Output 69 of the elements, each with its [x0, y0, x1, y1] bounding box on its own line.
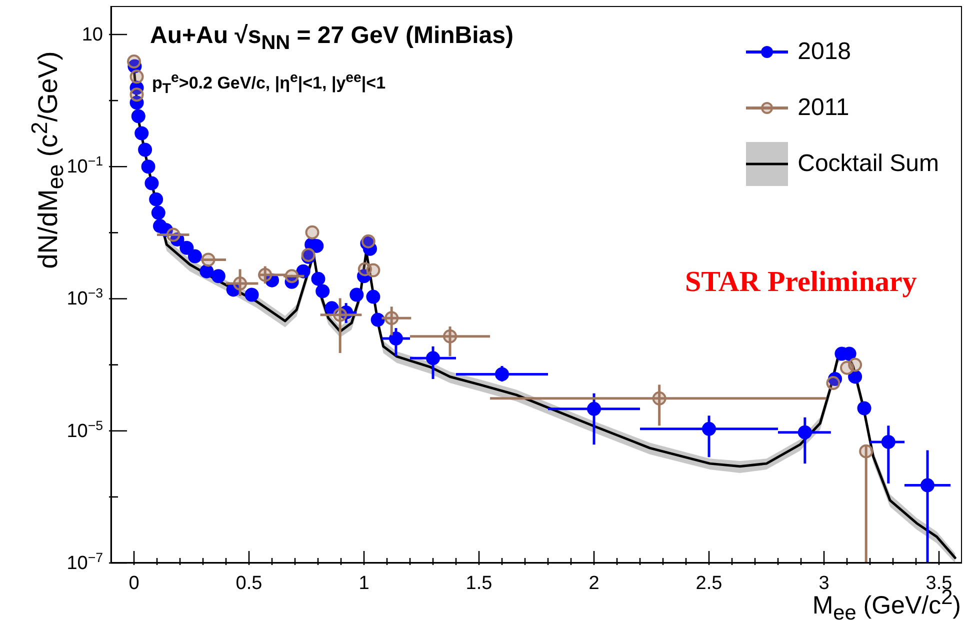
x-tick-label: 1	[358, 573, 370, 594]
point	[127, 54, 141, 69]
point	[130, 70, 144, 84]
point	[188, 249, 202, 264]
point	[859, 444, 874, 458]
point	[702, 422, 716, 436]
point	[284, 269, 299, 284]
x-tick-label: 2	[588, 573, 600, 594]
point	[366, 290, 380, 304]
point	[857, 401, 872, 416]
point	[426, 351, 440, 366]
legend-label: 2018	[798, 38, 852, 66]
x-tick-label: 1.5	[466, 573, 492, 594]
point	[211, 269, 226, 284]
legend-label: 2011	[798, 94, 850, 122]
point	[828, 372, 842, 386]
point	[130, 88, 144, 102]
point	[443, 329, 458, 344]
point	[311, 272, 326, 286]
text: Au+Au √s$_{NN}$ = 27 GeV (MinBias)	[150, 22, 514, 55]
point	[357, 269, 371, 284]
point	[130, 96, 144, 110]
point	[305, 225, 320, 240]
point	[128, 59, 142, 74]
x-tick-label: 0.5	[236, 573, 262, 594]
y-tick-label: 10	[82, 24, 103, 46]
point	[333, 308, 348, 322]
point	[134, 126, 149, 140]
point	[151, 206, 166, 220]
point	[384, 311, 399, 326]
point	[370, 312, 385, 327]
point	[180, 240, 194, 255]
point	[131, 109, 146, 124]
legend-label: Cocktail Sum	[798, 150, 939, 178]
point	[920, 478, 934, 492]
point	[848, 370, 862, 384]
point	[144, 176, 159, 190]
point	[149, 192, 164, 206]
point	[138, 142, 152, 157]
point	[296, 264, 310, 278]
y-tick-label: 10$^{−1}$	[66, 153, 103, 178]
annotation: STAR Preliminary	[685, 266, 917, 299]
point	[587, 402, 601, 416]
point	[130, 80, 144, 95]
point	[350, 288, 364, 302]
point	[388, 332, 403, 346]
point	[848, 358, 862, 372]
x-tick-label: 2.5	[696, 573, 722, 594]
point	[201, 252, 216, 267]
y-tick-label: 10$^{−3}$	[66, 285, 103, 310]
point	[316, 284, 330, 298]
point	[166, 228, 180, 242]
point	[244, 288, 259, 302]
point	[362, 242, 377, 256]
point	[826, 376, 840, 390]
text: p$_{T}$$^{e}$>0.2 GeV/c, |η$^{e}$|<1, |y$^{ee}$|<1	[152, 70, 386, 98]
point	[233, 276, 248, 291]
point	[495, 367, 509, 382]
point	[652, 391, 666, 406]
point	[200, 264, 214, 278]
point	[881, 434, 896, 449]
point	[141, 160, 156, 174]
point	[258, 268, 272, 282]
x-tick-label: 0	[128, 573, 140, 594]
y-tick-label: 10$^{−5}$	[66, 417, 103, 442]
y-tick-label: 10$^{−7}$	[66, 550, 103, 574]
point	[366, 263, 380, 278]
point	[324, 301, 339, 316]
point	[798, 425, 812, 440]
